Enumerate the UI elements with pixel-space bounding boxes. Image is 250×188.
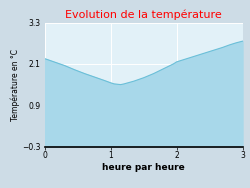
Y-axis label: Température en °C: Température en °C: [10, 49, 20, 121]
Title: Evolution de la température: Evolution de la température: [66, 10, 222, 20]
X-axis label: heure par heure: heure par heure: [102, 163, 185, 172]
